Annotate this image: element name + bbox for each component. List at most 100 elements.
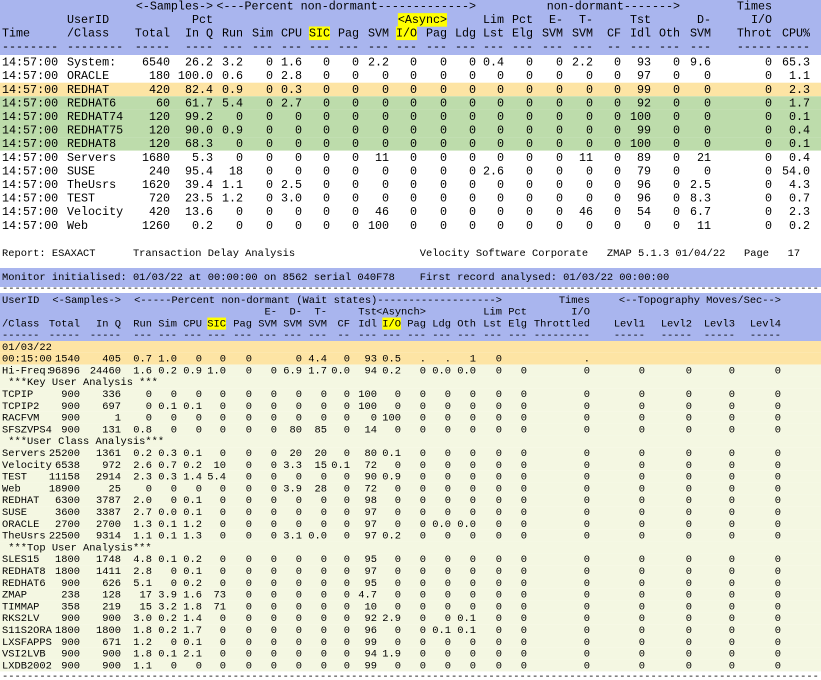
cell: 0 xyxy=(323,137,330,151)
row-band xyxy=(0,659,821,672)
cell: 0 xyxy=(420,601,426,613)
cell: 0 xyxy=(526,110,533,124)
cell: 0 xyxy=(704,137,711,151)
cell: 0 xyxy=(321,566,327,578)
cell: 0 xyxy=(296,601,302,613)
cell: 1748 xyxy=(96,554,121,566)
cell: 3.1 xyxy=(283,531,302,543)
header-text: D- xyxy=(290,307,302,319)
cell: 0.2 xyxy=(183,554,202,566)
header-band xyxy=(0,293,821,341)
cell: Hi-Freq: xyxy=(2,365,52,377)
row-band xyxy=(0,506,821,518)
cell: 0 xyxy=(321,590,327,602)
cell: 0 xyxy=(521,389,527,401)
cell: 3.9 xyxy=(283,483,302,495)
cell: 0 xyxy=(521,401,527,413)
cell: 0 xyxy=(765,56,772,70)
cell: 0 xyxy=(704,83,711,97)
cell: 3.2 xyxy=(158,601,177,613)
cell: 0 xyxy=(271,660,277,672)
cell: 0 xyxy=(321,625,327,637)
cell: 219 xyxy=(102,601,121,613)
header-text: Lim xyxy=(483,307,502,319)
cell: 0 xyxy=(470,507,476,519)
cell: 0 xyxy=(469,192,476,206)
cell: 0 xyxy=(440,151,447,165)
cell: 0 xyxy=(775,472,781,484)
cell: 0 xyxy=(323,219,330,233)
row-band xyxy=(0,55,821,70)
cell: 92 xyxy=(365,613,377,625)
cell: 0 xyxy=(296,554,302,566)
cell: 24460 xyxy=(90,365,121,377)
cell: 0 xyxy=(382,124,389,138)
cell: 0.1 xyxy=(183,495,202,507)
header-text: Throt xyxy=(737,26,772,40)
cell: 0.4 xyxy=(789,124,810,138)
cell: 900 xyxy=(61,413,80,425)
cell: 0 xyxy=(440,164,447,178)
cell: 0.1 xyxy=(158,401,177,413)
cell: 0 xyxy=(246,472,252,484)
cell: 0 xyxy=(686,578,692,590)
header-text: SVM xyxy=(690,26,711,40)
header-text: Pag xyxy=(233,318,252,330)
cell: 92 xyxy=(637,96,651,110)
header-text: Run xyxy=(133,318,152,330)
highlight xyxy=(382,317,401,330)
header-text: SVM xyxy=(308,318,327,330)
cell: 0 xyxy=(639,424,645,436)
header-text: non-dormant-------> xyxy=(547,0,680,14)
cell: 0 xyxy=(673,192,680,206)
cell: 0.0 xyxy=(158,507,177,519)
cell: 0 xyxy=(729,578,735,590)
cell: 0 xyxy=(266,56,273,70)
cell: 0 xyxy=(497,192,504,206)
cell: 0 xyxy=(673,124,680,138)
row-band xyxy=(0,553,821,566)
cell: 0 xyxy=(220,389,226,401)
monitor-band xyxy=(0,268,821,287)
cell: 0 xyxy=(295,110,302,124)
cell: 2.3 xyxy=(133,472,152,484)
row-band xyxy=(0,577,821,589)
cell: 90 xyxy=(365,472,377,484)
cell: 0 xyxy=(584,601,590,613)
cell: 0 xyxy=(469,137,476,151)
cell: 0 xyxy=(271,625,277,637)
cell: 0 xyxy=(686,601,692,613)
cell: 9.6 xyxy=(690,56,711,70)
row-band xyxy=(0,647,821,660)
header-text: I/O xyxy=(396,26,417,40)
cell: 0 xyxy=(323,110,330,124)
cell: 0 xyxy=(686,531,692,543)
cell: 0 xyxy=(496,578,502,590)
cell: 0 xyxy=(246,578,252,590)
cell: 0 xyxy=(344,649,350,661)
cell: 0 xyxy=(246,365,252,377)
cell: 0 xyxy=(382,110,389,124)
header-text: <-----Percent non-dormant (Wait states)-… xyxy=(134,295,502,307)
cell: 0 xyxy=(323,96,330,110)
header-text: Sim xyxy=(158,318,177,330)
cell: 0 xyxy=(729,660,735,672)
cell: 0 xyxy=(246,566,252,578)
cell: 420 xyxy=(149,83,170,97)
cell: 0 xyxy=(521,460,527,472)
cell: 2914 xyxy=(96,472,121,484)
cell: 0 xyxy=(344,507,350,519)
cell: . xyxy=(584,354,590,366)
cell: 0 xyxy=(395,483,401,495)
cell: 0 xyxy=(521,637,527,649)
cell: 0 xyxy=(220,424,226,436)
header-text: E- xyxy=(265,307,277,319)
cell: 0 xyxy=(639,637,645,649)
cell: 15 xyxy=(140,601,152,613)
cell: 0 xyxy=(410,137,417,151)
cell: 0 xyxy=(639,531,645,543)
cell: 0.5 xyxy=(382,354,401,366)
cell: 0 xyxy=(271,401,277,413)
cell: 0 xyxy=(445,649,451,661)
cell: 0.6 xyxy=(222,69,243,83)
